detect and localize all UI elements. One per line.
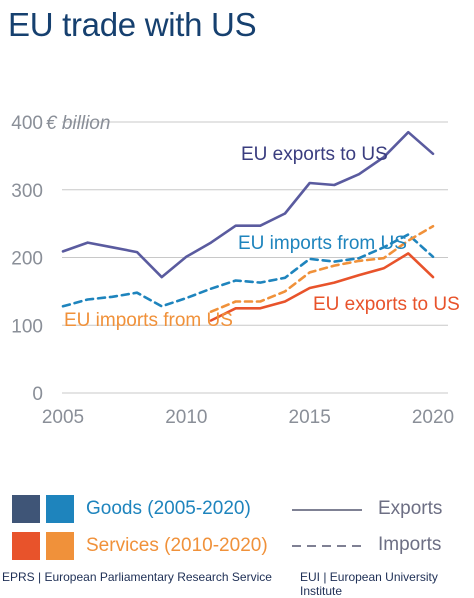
x-tick-label-2015: 2015: [289, 407, 331, 428]
series-lines: [61, 130, 435, 322]
legend-imports-label: Imports: [378, 534, 442, 555]
footer-right-source: EUI | European University Institute: [300, 570, 438, 598]
y-tick-label-0: 0: [32, 384, 43, 405]
x-axis-ticks: 2005 2010 2015 2020: [42, 407, 454, 428]
y-tick-label-400: 400: [11, 113, 43, 134]
annotation-2: EU exports to US: [313, 294, 460, 315]
annotation-0: EU exports to US: [241, 144, 388, 165]
y-tick-label-100: 100: [11, 316, 43, 337]
series-line-services-imports: [209, 225, 435, 314]
y-axis-ticks: 0 100 200 300 400: [11, 113, 43, 405]
footer-left-source: EPRS | European Parliamentary Research S…: [2, 570, 272, 584]
annotation-3: EU imports from US: [64, 310, 233, 331]
series-line-services-exports: [209, 252, 435, 322]
y-tick-label-200: 200: [11, 249, 43, 270]
y-axis-unit-label: € billion: [46, 113, 110, 134]
legend-services-exports-swatch: [12, 532, 40, 560]
series-line-goods-exports: [61, 130, 435, 279]
x-tick-label-2020: 2020: [412, 407, 454, 428]
legend-goods-exports-swatch: [12, 495, 40, 523]
x-tick-label-2005: 2005: [42, 407, 84, 428]
line-chart: 0 100 200 300 400 2005 2010 2015 2020 € billion…: [11, 113, 460, 428]
series-annotations: EU exports to US EU imports from US EU exp…: [64, 144, 460, 331]
annotation-1: EU imports from US: [238, 233, 407, 254]
legend-exports-label: Exports: [378, 498, 443, 519]
y-tick-label-300: 300: [11, 181, 43, 202]
x-tick-label-2010: 2010: [165, 407, 207, 428]
chart-title: EU trade with US: [8, 6, 257, 43]
legend-goods-imports-swatch: [46, 495, 74, 523]
legend-goods-label: Goods (2005-2020): [86, 498, 251, 519]
legend-services-label: Services (2010-2020): [86, 535, 268, 556]
series-line-goods-imports: [61, 233, 435, 308]
legend-services-imports-swatch: [46, 532, 74, 560]
